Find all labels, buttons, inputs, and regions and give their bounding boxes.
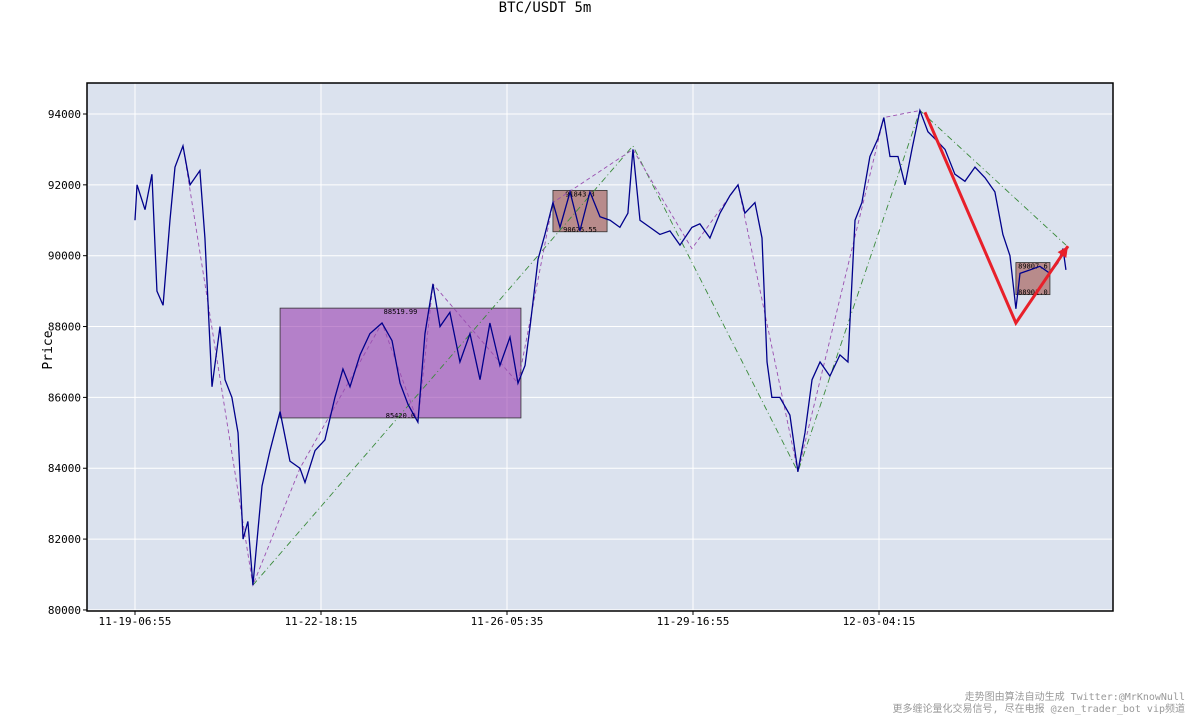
y-tick-label: 86000: [48, 391, 81, 404]
price-line: [252, 109, 1067, 586]
x-tick-label: 11-19-06:55: [99, 615, 172, 628]
x-tick-label: 11-22-18:15: [285, 615, 358, 628]
zone-high-label: 88519.99: [384, 308, 418, 316]
x-tick-label: 12-03-04:15: [843, 615, 916, 628]
price-line: [134, 108, 1067, 586]
y-tick-label: 80000: [48, 604, 81, 617]
trend-arrow: [923, 111, 1070, 327]
y-tick-label: 88000: [48, 321, 81, 334]
zone-high-label: 89807.6: [1018, 263, 1048, 271]
y-axis-label: Price: [41, 330, 56, 369]
y-tick-label: 92000: [48, 179, 81, 192]
y-tick-label: 90000: [48, 250, 81, 263]
chart-title: BTC/USDT 5m: [499, 0, 592, 16]
y-tick-label: 82000: [48, 533, 81, 546]
zone-high-label: 91843.3: [565, 190, 595, 198]
y-tick-label: 84000: [48, 462, 81, 475]
y-tick-label: 94000: [48, 108, 81, 121]
plot-frame: [86, 82, 1114, 612]
arrow-head: [1057, 246, 1068, 259]
watermark: 走势图由算法自动生成 Twitter:@MrKnowNull: [965, 690, 1185, 703]
watermark: 更多缠论量化交易信号, 尽在电报 @zen_trader_bot vip频道: [893, 702, 1185, 715]
x-tick-label: 11-26-05:35: [471, 615, 544, 628]
zone-low-label: 85420.0: [386, 412, 416, 420]
plot-area: [87, 83, 1113, 611]
x-tick-label: 11-29-16:55: [657, 615, 730, 628]
zone-low-label: 88901.0: [1018, 289, 1048, 297]
price-line: [182, 110, 921, 587]
zone-box: [279, 307, 522, 419]
